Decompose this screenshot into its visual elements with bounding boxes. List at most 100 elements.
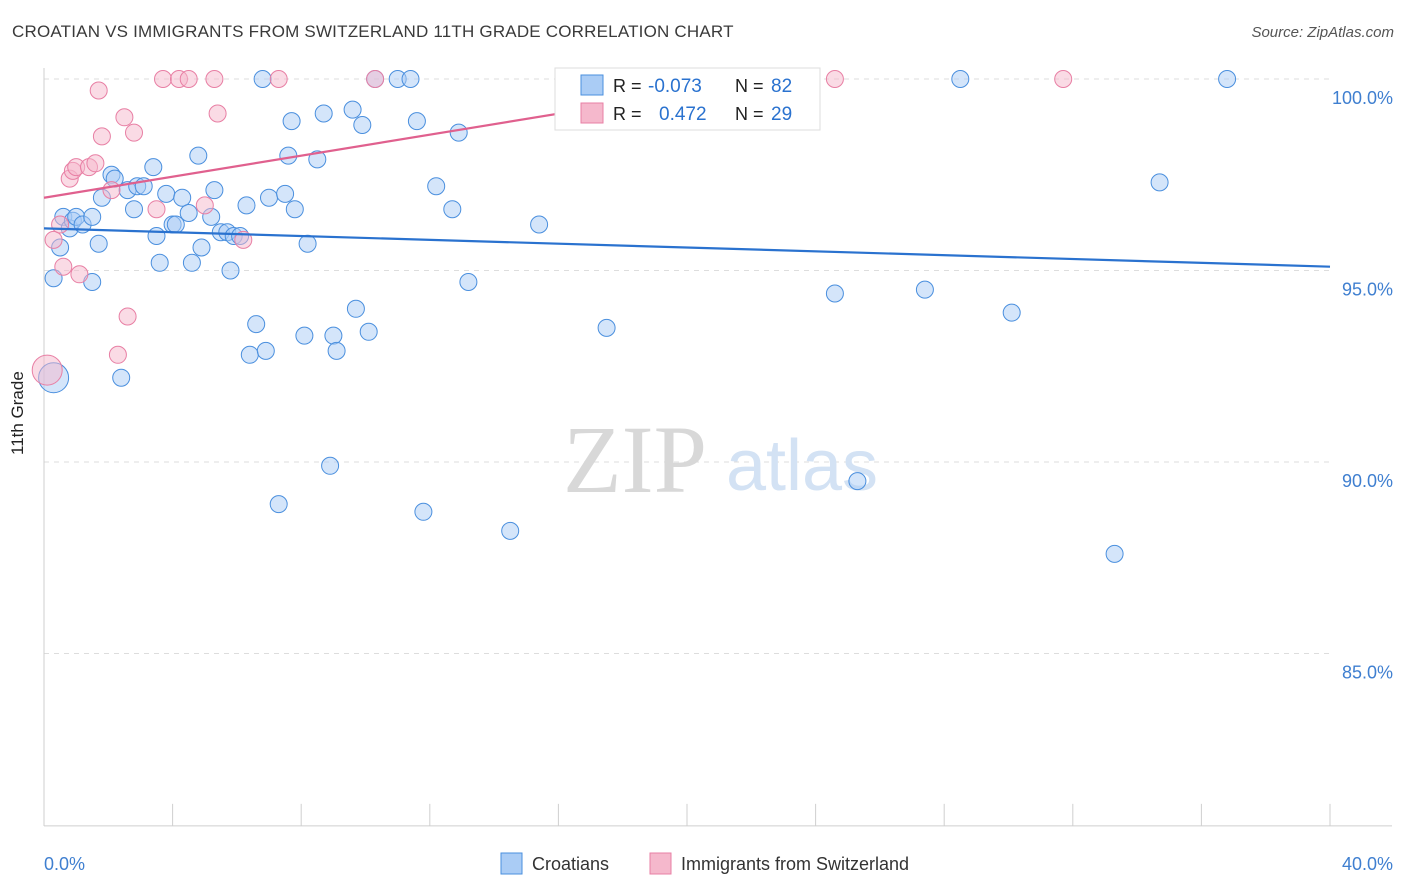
point-immigrants-switzerland — [179, 70, 198, 88]
point-croatians — [427, 177, 446, 196]
point-croatians — [324, 326, 343, 345]
point-croatians — [1002, 303, 1021, 322]
point-croatians — [279, 146, 298, 165]
point-croatians — [314, 104, 333, 123]
point-croatians — [321, 456, 340, 475]
axes — [43, 68, 1392, 827]
legend-swatch-immigrants-switzerland — [649, 852, 672, 875]
y-tick-label: 100.0% — [1332, 88, 1393, 108]
point-immigrants-switzerland — [1054, 70, 1073, 88]
point-croatians — [189, 146, 208, 165]
stats-n-value-1: 29 — [771, 104, 792, 125]
point-croatians — [346, 299, 365, 318]
point-croatians — [401, 70, 420, 88]
point-immigrants-switzerland — [89, 81, 108, 100]
watermark-atlas: atlas — [726, 426, 878, 506]
watermark: ZIP atlas — [563, 406, 878, 513]
point-croatians — [179, 204, 198, 222]
stats-n-label-0: N = — [735, 76, 764, 96]
point-croatians — [269, 495, 288, 514]
point-immigrants-switzerland — [115, 108, 134, 127]
point-croatians — [260, 188, 278, 207]
point-croatians — [951, 70, 970, 88]
point-croatians — [276, 184, 295, 203]
point-immigrants-switzerland — [92, 127, 111, 146]
series-legend: Croatians Immigrants from Switzerland — [500, 852, 909, 875]
point-croatians — [359, 322, 378, 341]
x-tick-label: 40.0% — [1342, 854, 1393, 874]
trend-line-croatians — [43, 227, 1331, 268]
point-croatians — [237, 196, 256, 215]
point-croatians — [83, 207, 102, 226]
stats-r-label-1: R = — [613, 104, 642, 124]
point-croatians — [285, 200, 304, 219]
point-croatians — [459, 273, 478, 291]
point-croatians — [449, 123, 468, 142]
y-tick-label: 90.0% — [1342, 471, 1393, 491]
point-croatians — [256, 341, 275, 360]
stats-legend-box: R = -0.073 N = 82 R = 0.472 N = 29 — [554, 67, 821, 131]
point-croatians — [282, 112, 301, 131]
series-immigrants-switzerland — [31, 70, 1073, 386]
stats-swatch-pink — [580, 102, 604, 124]
point-croatians — [221, 261, 240, 280]
stats-r-value-0: -0.073 — [648, 76, 702, 97]
point-croatians — [147, 227, 166, 245]
point-croatians — [192, 238, 211, 257]
point-immigrants-switzerland — [44, 230, 63, 249]
x-tick-label: 0.0% — [44, 854, 85, 874]
point-immigrants-switzerland — [195, 196, 214, 215]
point-croatians — [915, 280, 934, 299]
point-croatians — [89, 234, 108, 253]
point-immigrants-switzerland — [70, 265, 89, 284]
stats-r-value-1: 0.472 — [659, 104, 707, 125]
point-croatians — [414, 502, 433, 521]
point-croatians — [125, 200, 143, 219]
point-croatians — [597, 318, 616, 337]
point-croatians — [150, 253, 169, 272]
point-croatians — [407, 112, 426, 131]
point-immigrants-switzerland — [102, 181, 121, 200]
point-croatians — [157, 184, 176, 203]
point-croatians — [182, 253, 201, 272]
point-immigrants-switzerland — [154, 70, 172, 88]
point-croatians — [825, 284, 844, 303]
point-croatians — [253, 70, 272, 88]
point-croatians — [295, 326, 314, 345]
stats-swatch-blue — [580, 74, 604, 96]
point-croatians — [1105, 544, 1124, 563]
stats-r-label-0: R = — [613, 76, 642, 96]
legend-label-croatians: Croatians — [532, 854, 609, 874]
point-immigrants-switzerland — [825, 70, 844, 88]
point-croatians — [530, 215, 549, 234]
point-croatians — [353, 116, 372, 134]
watermark-zip: ZIP — [563, 406, 707, 513]
point-croatians — [501, 521, 520, 540]
point-croatians — [1150, 173, 1169, 192]
point-croatians — [240, 345, 259, 364]
legend-swatch-croatians — [500, 852, 523, 875]
point-croatians — [144, 158, 163, 177]
y-tick-label: 95.0% — [1342, 280, 1393, 300]
point-immigrants-switzerland — [86, 154, 105, 173]
point-croatians — [173, 188, 192, 207]
point-immigrants-switzerland — [366, 70, 385, 88]
stats-n-value-0: 82 — [771, 76, 792, 97]
point-immigrants-switzerland — [208, 104, 227, 123]
point-croatians — [343, 100, 362, 119]
legend-label-immigrants-switzerland: Immigrants from Switzerland — [681, 854, 909, 874]
point-croatians — [112, 368, 131, 387]
point-croatians — [44, 269, 63, 288]
point-immigrants-switzerland — [51, 215, 70, 234]
point-croatians — [298, 234, 317, 253]
point-croatians — [1218, 70, 1237, 88]
point-immigrants-switzerland — [54, 257, 73, 276]
source-credit: Source: ZipAtlas.com — [1251, 24, 1394, 41]
point-croatians — [848, 472, 867, 491]
point-croatians — [308, 150, 327, 169]
point-immigrants-switzerland — [108, 345, 127, 364]
tick-labels: 100.0% 95.0% 90.0% 85.0% 0.0% 40.0% — [44, 88, 1393, 874]
point-immigrants-switzerland — [205, 70, 224, 88]
point-immigrants-switzerland — [125, 123, 143, 142]
